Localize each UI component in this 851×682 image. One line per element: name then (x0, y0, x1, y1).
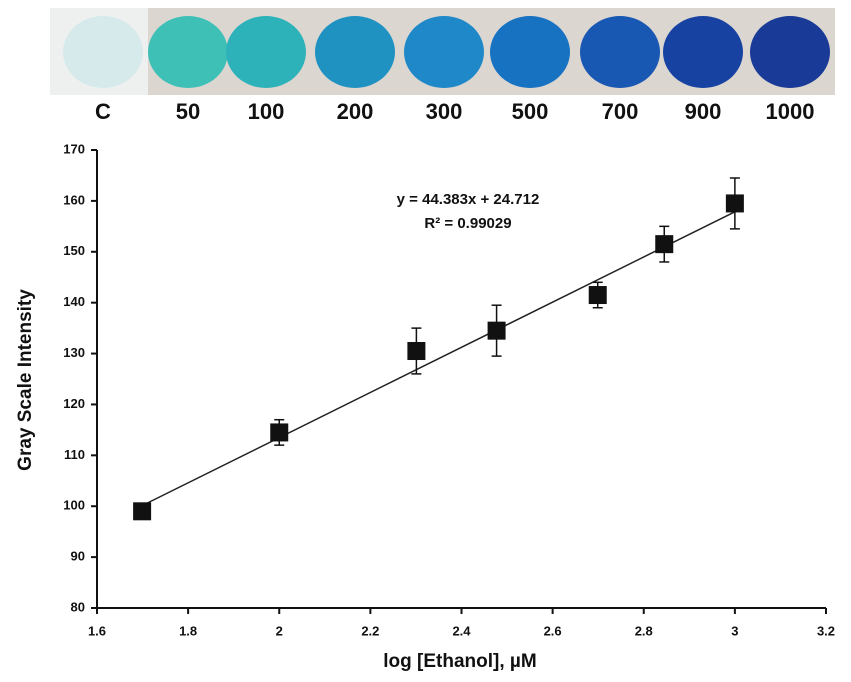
point (270, 423, 288, 441)
y-axis-title: Gray Scale Intensity (15, 289, 36, 471)
spot (490, 16, 570, 88)
trend-line (142, 212, 735, 506)
figure: y = 44.383x + 24.712 R² = 0.99029 log [E… (0, 0, 851, 682)
spot-label: 300 (426, 99, 463, 124)
point (133, 502, 151, 520)
spot (580, 16, 660, 88)
x-tick-label: 3 (731, 623, 738, 638)
spot (63, 16, 143, 88)
y-tick-label: 90 (71, 549, 85, 564)
spot (148, 16, 228, 88)
y-tick-label: 150 (63, 243, 85, 258)
spot-label: 100 (248, 99, 285, 124)
x-tick-label: 2.8 (635, 623, 653, 638)
spot-label: 700 (602, 99, 639, 124)
spot-label: 200 (337, 99, 374, 124)
spot (663, 16, 743, 88)
x-tick-label: 2 (276, 623, 283, 638)
point (488, 322, 506, 340)
spot-label: 50 (176, 99, 200, 124)
spot-label: 900 (685, 99, 722, 124)
spot-label: 500 (512, 99, 549, 124)
y-tick-label: 170 (63, 141, 85, 156)
x-tick-label: 1.8 (179, 623, 197, 638)
y-tick-label: 80 (71, 599, 85, 614)
x-tick-label: 2.4 (452, 623, 471, 638)
x-tick-label: 1.6 (88, 623, 106, 638)
y-tick-label: 120 (63, 396, 85, 411)
point (589, 286, 607, 304)
y-tick-label: 110 (64, 447, 85, 462)
y-tick-label: 130 (63, 345, 85, 360)
spot (750, 16, 830, 88)
x-tick-label: 2.2 (361, 623, 379, 638)
spot-label: C (95, 99, 111, 124)
x-axis-title: log [Ethanol], µM (383, 651, 536, 672)
point (407, 342, 425, 360)
spot (315, 16, 395, 88)
spot-label: 1000 (766, 99, 815, 124)
y-tick-label: 140 (63, 294, 85, 309)
spot (226, 16, 306, 88)
spot (404, 16, 484, 88)
x-tick-label: 3.2 (817, 623, 835, 638)
y-tick-label: 100 (63, 498, 85, 513)
y-tick-label: 160 (63, 192, 85, 207)
equation: y = 44.383x + 24.712 (397, 191, 540, 208)
r-squared: R² = 0.99029 (424, 215, 511, 232)
point (726, 194, 744, 212)
point (655, 235, 673, 253)
x-tick-label: 2.6 (544, 623, 562, 638)
